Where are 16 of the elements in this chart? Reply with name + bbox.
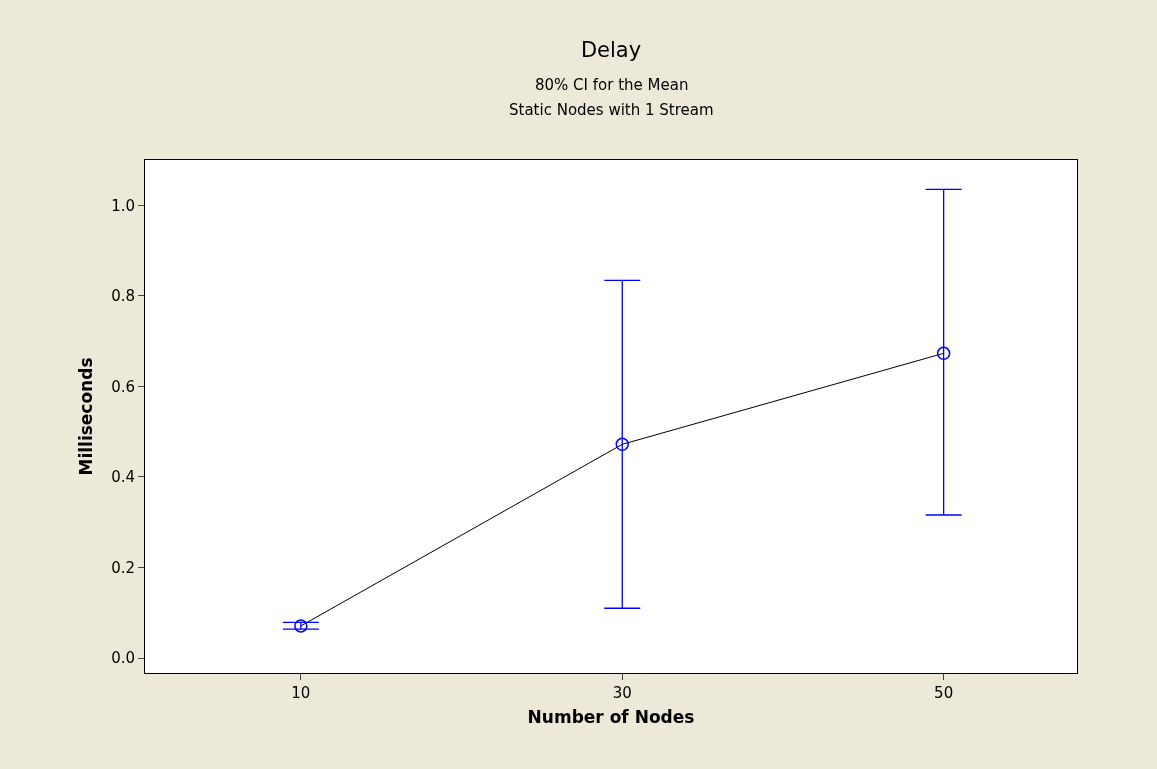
chart-subtitle: 80% CI for the Mean Static Nodes with 1 Stream — [509, 76, 714, 119]
point — [615, 437, 629, 452]
x-tick-label: 10 — [291, 684, 311, 702]
y-tick-label: 0.2 — [111, 558, 135, 577]
y-tick-label: 1.0 — [111, 196, 135, 215]
y-tick-label: 0.6 — [111, 377, 135, 396]
y-tick-label: 0.0 — [111, 649, 135, 668]
y-tick-label: 0.8 — [111, 287, 135, 306]
chart-title: Delay — [580, 37, 642, 62]
x-tick-label: 30 — [612, 684, 632, 702]
point — [294, 619, 308, 633]
x-tick-label: 50 — [934, 684, 954, 702]
y-axis-title: Milliseconds — [75, 357, 96, 476]
y-tick-label: 0.4 — [111, 468, 135, 487]
x-axis-title: Number of Nodes — [527, 707, 695, 728]
point — [936, 346, 951, 361]
